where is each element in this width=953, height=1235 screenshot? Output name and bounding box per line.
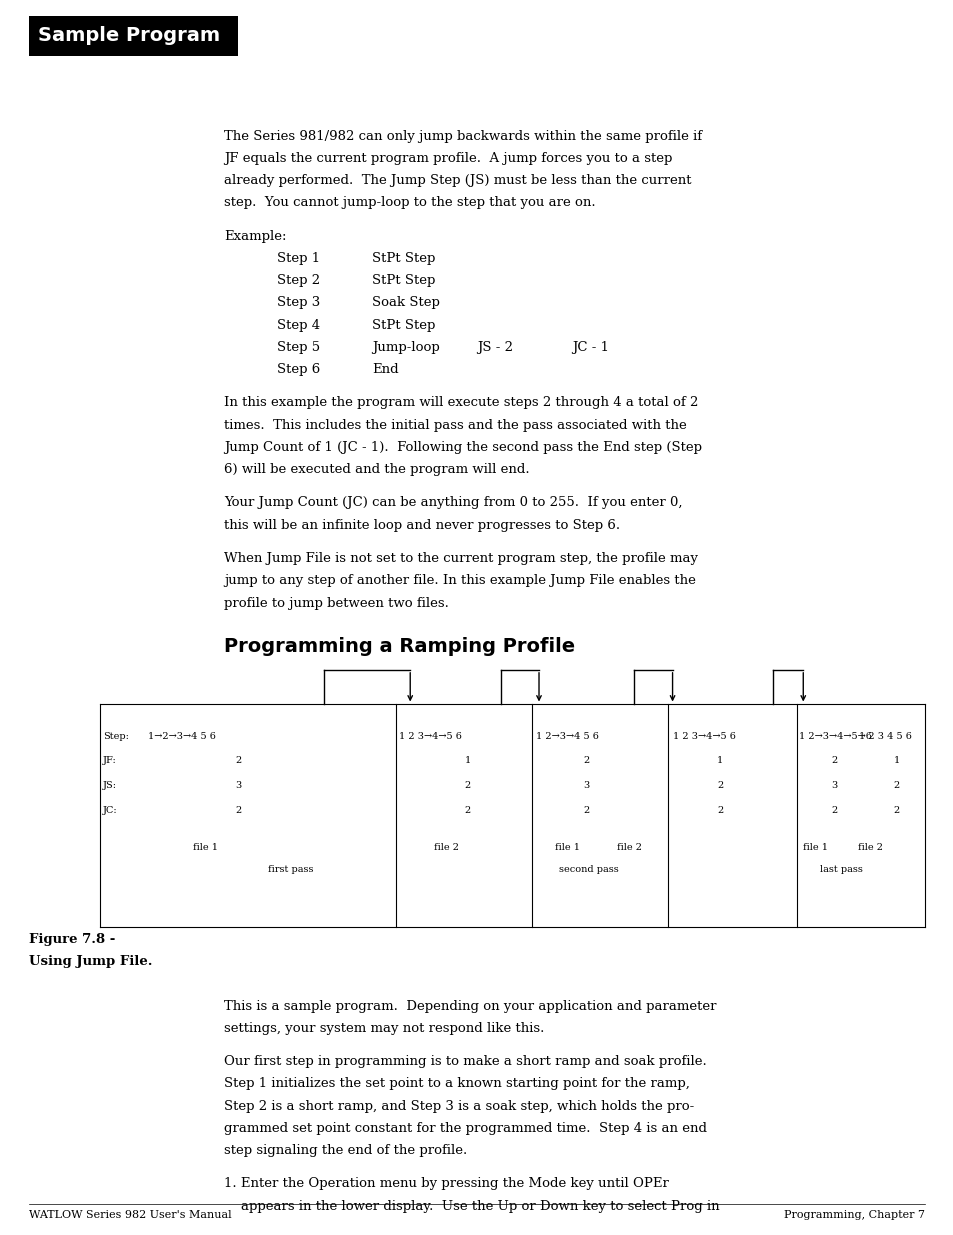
Text: file 2: file 2	[434, 842, 458, 852]
Text: 2: 2	[235, 805, 241, 815]
Text: last pass: last pass	[820, 864, 862, 874]
Text: Our first step in programming is to make a short ramp and soak profile.: Our first step in programming is to make…	[224, 1055, 706, 1068]
Text: settings, your system may not respond like this.: settings, your system may not respond li…	[224, 1021, 544, 1035]
Text: Programming, Chapter 7: Programming, Chapter 7	[783, 1210, 924, 1220]
Text: 2: 2	[893, 805, 899, 815]
FancyBboxPatch shape	[29, 16, 238, 56]
Text: 3: 3	[583, 781, 589, 790]
Text: 2: 2	[893, 781, 899, 790]
Text: jump to any step of another file. In this example Jump File enables the: jump to any step of another file. In thi…	[224, 574, 696, 588]
Text: first pass: first pass	[268, 864, 314, 874]
Text: Step:: Step:	[103, 731, 129, 741]
Text: file 1: file 1	[802, 842, 827, 852]
Text: 1: 1	[893, 756, 899, 766]
Text: 2: 2	[717, 805, 722, 815]
Text: JC:: JC:	[103, 805, 117, 815]
Text: appears in the lower display.  Use the Up or Down key to select Prog in: appears in the lower display. Use the Up…	[224, 1199, 720, 1213]
Text: this will be an infinite loop and never progresses to Step 6.: this will be an infinite loop and never …	[224, 519, 619, 532]
Text: file 2: file 2	[857, 842, 882, 852]
Text: Step 5: Step 5	[276, 341, 319, 354]
Text: Example:: Example:	[224, 230, 287, 243]
Text: second pass: second pass	[558, 864, 618, 874]
Text: WATLOW Series 982 User's Manual: WATLOW Series 982 User's Manual	[29, 1210, 231, 1220]
Text: 1. Enter the Operation menu by pressing the Mode key until OPEr: 1. Enter the Operation menu by pressing …	[224, 1177, 668, 1191]
Text: Your Jump Count (JC) can be anything from 0 to 255.  If you enter 0,: Your Jump Count (JC) can be anything fro…	[224, 496, 682, 510]
Text: In this example the program will execute steps 2 through 4 a total of 2: In this example the program will execute…	[224, 396, 698, 410]
Text: Soak Step: Soak Step	[372, 296, 439, 310]
Text: This is a sample program.  Depending on your application and parameter: This is a sample program. Depending on y…	[224, 999, 716, 1013]
Text: End: End	[372, 363, 398, 377]
Text: step signaling the end of the profile.: step signaling the end of the profile.	[224, 1144, 467, 1157]
Text: Step 1: Step 1	[276, 252, 319, 266]
Text: profile to jump between two files.: profile to jump between two files.	[224, 597, 449, 610]
Text: file 1: file 1	[555, 842, 579, 852]
Text: 2: 2	[717, 781, 722, 790]
Text: Jump Count of 1 (JC - 1).  Following the second pass the End step (Step: Jump Count of 1 (JC - 1). Following the …	[224, 441, 701, 454]
Text: 2: 2	[464, 781, 470, 790]
Text: Step 3: Step 3	[276, 296, 319, 310]
Text: JF:: JF:	[103, 756, 116, 766]
Text: times.  This includes the initial pass and the pass associated with the: times. This includes the initial pass an…	[224, 419, 686, 432]
Text: 1 2 3 4 5 6: 1 2 3 4 5 6	[858, 731, 910, 741]
Text: Using Jump File.: Using Jump File.	[29, 955, 152, 968]
Text: 1: 1	[717, 756, 722, 766]
Text: JF equals the current program profile.  A jump forces you to a step: JF equals the current program profile. A…	[224, 152, 672, 165]
Text: 1 2→3→4 5 6: 1 2→3→4 5 6	[536, 731, 598, 741]
Text: Step 6: Step 6	[276, 363, 319, 377]
Text: already performed.  The Jump Step (JS) must be less than the current: already performed. The Jump Step (JS) mu…	[224, 174, 691, 188]
Text: 2: 2	[831, 756, 837, 766]
Text: 2: 2	[583, 805, 589, 815]
Text: JS - 2: JS - 2	[476, 341, 513, 354]
Text: 3: 3	[831, 781, 837, 790]
Text: 1: 1	[464, 756, 470, 766]
Text: Step 2: Step 2	[276, 274, 319, 288]
Text: Jump-loop: Jump-loop	[372, 341, 439, 354]
Text: 3: 3	[235, 781, 241, 790]
Text: Programming a Ramping Profile: Programming a Ramping Profile	[224, 636, 575, 656]
Text: Step 2 is a short ramp, and Step 3 is a soak step, which holds the pro-: Step 2 is a short ramp, and Step 3 is a …	[224, 1099, 694, 1113]
Text: file 1: file 1	[193, 842, 217, 852]
Text: 1→2→3→4 5 6: 1→2→3→4 5 6	[148, 731, 215, 741]
Text: step.  You cannot jump-loop to the step that you are on.: step. You cannot jump-loop to the step t…	[224, 196, 596, 210]
Text: 6) will be executed and the program will end.: 6) will be executed and the program will…	[224, 463, 529, 477]
Text: file 2: file 2	[617, 842, 641, 852]
Text: Figure 7.8 -: Figure 7.8 -	[29, 932, 115, 946]
Text: When Jump File is not set to the current program step, the profile may: When Jump File is not set to the current…	[224, 552, 698, 566]
Text: 2: 2	[235, 756, 241, 766]
Text: StPt Step: StPt Step	[372, 252, 435, 266]
Text: StPt Step: StPt Step	[372, 274, 435, 288]
Text: 2: 2	[831, 805, 837, 815]
Text: grammed set point constant for the programmed time.  Step 4 is an end: grammed set point constant for the progr…	[224, 1121, 706, 1135]
Text: Step 1 initializes the set point to a known starting point for the ramp,: Step 1 initializes the set point to a kn…	[224, 1077, 689, 1091]
Text: 2: 2	[464, 805, 470, 815]
Text: The Series 981/982 can only jump backwards within the same profile if: The Series 981/982 can only jump backwar…	[224, 130, 701, 143]
Text: 1 2 3→4→5 6: 1 2 3→4→5 6	[398, 731, 461, 741]
Text: JS:: JS:	[103, 781, 117, 790]
Text: Step 4: Step 4	[276, 319, 319, 332]
Text: JC - 1: JC - 1	[572, 341, 609, 354]
Text: 1 2 3→4→5 6: 1 2 3→4→5 6	[672, 731, 735, 741]
Text: 2: 2	[583, 756, 589, 766]
Text: Sample Program: Sample Program	[38, 26, 220, 46]
Text: StPt Step: StPt Step	[372, 319, 435, 332]
Text: 1 2→3→4→5→6: 1 2→3→4→5→6	[799, 731, 871, 741]
